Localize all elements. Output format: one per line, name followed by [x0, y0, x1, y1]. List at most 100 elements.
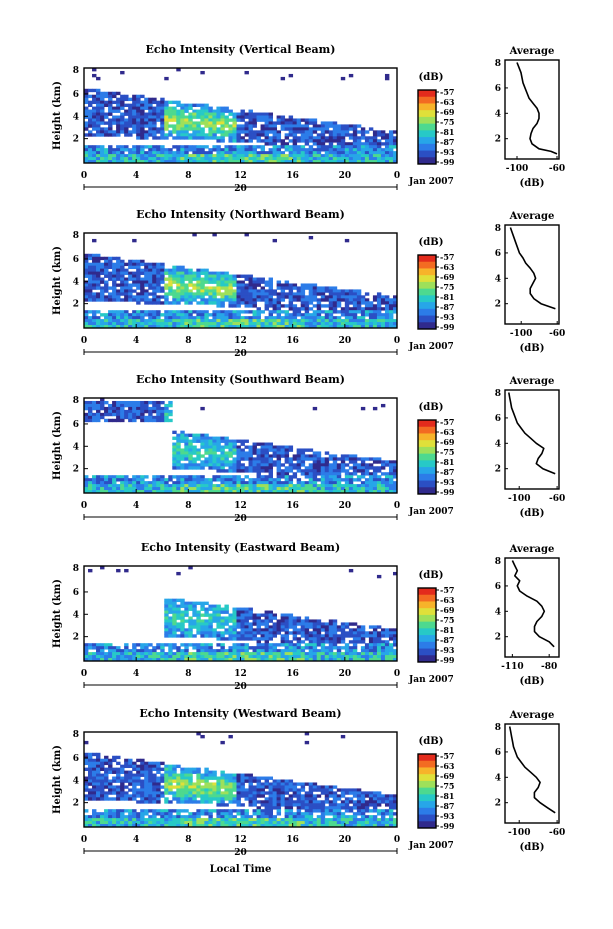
echo-cell [112, 821, 117, 825]
echo-cell [208, 112, 213, 116]
echo-cell [276, 292, 282, 296]
echo-cell [272, 151, 278, 155]
colorbar-label: -99 [440, 487, 455, 497]
echo-cell [172, 821, 177, 825]
echo-cell [244, 145, 249, 149]
echo-cell [156, 154, 161, 158]
echo-cell [224, 445, 229, 449]
echo-cell [212, 484, 217, 488]
echo-cell [124, 97, 129, 102]
x-tick-label: 12 [234, 336, 247, 346]
echo-cell [124, 797, 129, 801]
echo-cell [144, 812, 149, 816]
echo-cell [392, 466, 398, 470]
echo-cell [320, 466, 326, 470]
echo-cell [232, 463, 237, 467]
echo-cell [180, 157, 185, 161]
echo-cell [152, 106, 157, 110]
echo-cell [248, 448, 253, 452]
echo-cell [188, 112, 193, 116]
x-tick-label: 0 [81, 171, 87, 181]
echo-cell [356, 655, 362, 659]
echo-cell [180, 280, 185, 284]
echo-cell [152, 325, 157, 329]
echo-cell [240, 616, 245, 620]
echo-cell [376, 475, 382, 479]
echo-cell [276, 298, 282, 302]
echo-cell [364, 136, 370, 140]
echo-cell [348, 631, 354, 635]
echo-cell [320, 646, 326, 650]
echo-cell [192, 490, 197, 494]
x-tick-label: 20 [339, 171, 352, 181]
echo-cell [156, 109, 161, 113]
echo-cell [284, 628, 290, 632]
echo-cell [268, 481, 273, 485]
echo-cell [224, 292, 229, 296]
echo-cell [376, 295, 382, 299]
echo-cell [92, 265, 97, 270]
echo-cell [260, 475, 265, 479]
echo-cell [312, 625, 318, 629]
echo-cell [200, 649, 205, 653]
echo-cell [296, 151, 302, 155]
echo-cell [84, 412, 89, 417]
echo-cell [200, 445, 205, 449]
echo-cell [364, 301, 370, 305]
echo-cell [272, 325, 278, 329]
echo-cell [124, 818, 129, 822]
echo-cell [388, 490, 394, 494]
echo-cell [240, 139, 245, 143]
echo-cell [136, 773, 141, 777]
echo-cell [268, 319, 273, 323]
echo-cell [264, 655, 269, 659]
echo-cell [348, 313, 354, 317]
echo-cell [300, 649, 306, 653]
echo-cell [240, 487, 245, 491]
echo-cell [88, 818, 93, 822]
echo-cell [84, 815, 89, 819]
echo-cell [340, 148, 346, 152]
echo-cell [168, 487, 173, 491]
echo-cell [164, 616, 169, 620]
echo-cell [280, 625, 286, 629]
echo-cell [356, 319, 362, 323]
echo-cell [160, 487, 165, 491]
colorbar-swatch [418, 608, 436, 616]
echo-cell [252, 484, 257, 488]
echo-cell [296, 478, 302, 482]
echo-cell [328, 316, 334, 320]
echo-cell [148, 418, 153, 423]
echo-cell [388, 322, 394, 326]
echo-cell [104, 268, 109, 272]
echo-cell [352, 487, 358, 491]
echo-cell [180, 274, 185, 278]
profile-y-tick-label: 2 [495, 465, 501, 475]
echo-cell [132, 764, 137, 769]
echo-cell [156, 415, 161, 420]
echo-cell [372, 643, 378, 647]
echo-cell [356, 136, 362, 140]
echo-cell [236, 643, 241, 647]
echo-cell [332, 316, 338, 320]
echo-cell [156, 406, 161, 411]
echo-cell [356, 640, 362, 644]
echo-cell [212, 148, 217, 152]
echo-cell [232, 283, 237, 287]
echo-cell [140, 295, 145, 299]
echo-cell [344, 490, 350, 494]
echo-cell [96, 758, 101, 763]
echo-cell [312, 490, 318, 494]
echo-cell [236, 610, 241, 614]
echo-cell [128, 655, 133, 659]
echo-cell [116, 91, 121, 96]
echo-cell [232, 451, 237, 455]
echo-cell [260, 310, 265, 314]
echo-cell [204, 481, 209, 485]
echo-cell [124, 409, 129, 414]
echo-cell [120, 115, 125, 119]
echo-cell [380, 490, 386, 494]
echo-cell [120, 319, 125, 323]
echo-cell [288, 325, 294, 329]
echo-cell [204, 451, 209, 455]
